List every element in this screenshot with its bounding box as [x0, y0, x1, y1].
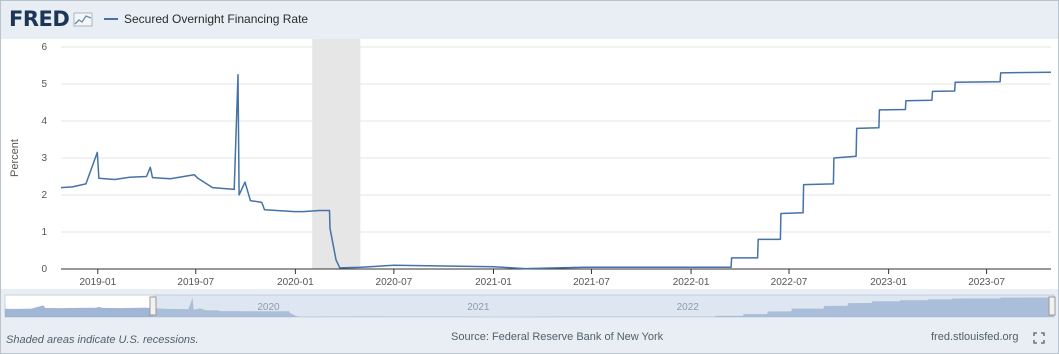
logo-chart-icon [73, 12, 93, 27]
site-link[interactable]: fred.stlouisfed.org [931, 331, 1019, 343]
x-tick-label: 2019-01 [79, 277, 116, 288]
recession-band [312, 39, 361, 269]
recession-note: Shaded areas indicate U.S. recessions. [6, 334, 199, 346]
chart-footer: Shaded areas indicate U.S. recessions. S… [1, 325, 1058, 353]
y-tick-label: 6 [41, 42, 47, 53]
x-tick-label: 2021-07 [573, 277, 610, 288]
chart-header: FRED Secured Overnight Financing Rate [1, 1, 1058, 39]
range-navigator[interactable]: 2020 2021 2022 [1, 291, 1058, 321]
fullscreen-icon[interactable] [1033, 332, 1045, 344]
x-tick-label: 2022-07 [771, 277, 808, 288]
y-tick-label: 5 [41, 79, 47, 90]
navigator-year-label: 2021 [467, 302, 490, 313]
y-tick-label: 0 [41, 264, 47, 275]
x-tick-label: 2019-07 [177, 277, 214, 288]
fred-logo[interactable]: FRED [9, 7, 93, 31]
navigator-year-label: 2020 [257, 302, 280, 313]
y-axis-label: Percent [9, 139, 21, 177]
y-tick-label: 2 [41, 190, 47, 201]
x-tick-label: 2022-01 [673, 277, 710, 288]
x-tick-label: 2023-07 [968, 277, 1005, 288]
legend: Secured Overnight Financing Rate [104, 12, 308, 26]
navigator-year-label: 2022 [677, 302, 700, 313]
y-tick-label: 4 [41, 116, 47, 127]
fred-logo-text: FRED [9, 7, 70, 31]
legend-label: Secured Overnight Financing Rate [124, 12, 309, 26]
navigator-selection [153, 295, 1054, 317]
navigator-area [5, 297, 1054, 317]
chart-svg[interactable]: 0 1 2 3 4 5 6 2019-01 2019-07 2020-01 2020-07 2021-… [1, 39, 1058, 289]
x-tick-label: 2021-01 [475, 277, 512, 288]
plot-area[interactable]: 0 1 2 3 4 5 6 2019-01 2019-07 2020-01 2020-07 2021-… [1, 39, 1058, 289]
legend-swatch [104, 18, 118, 20]
source-text: Source: Federal Reserve Bank of New York [451, 331, 664, 343]
x-tick-label: 2023-01 [870, 277, 907, 288]
y-tick-label: 1 [41, 227, 47, 238]
navigator-svg[interactable]: 2020 2021 2022 [1, 291, 1058, 321]
x-tick-label: 2020-07 [376, 277, 413, 288]
navigator-handle[interactable] [149, 296, 157, 316]
navigator-handle[interactable] [1048, 296, 1056, 316]
series-line [60, 71, 1052, 270]
y-tick-label: 3 [41, 153, 47, 164]
x-tick-label: 2020-01 [277, 277, 314, 288]
